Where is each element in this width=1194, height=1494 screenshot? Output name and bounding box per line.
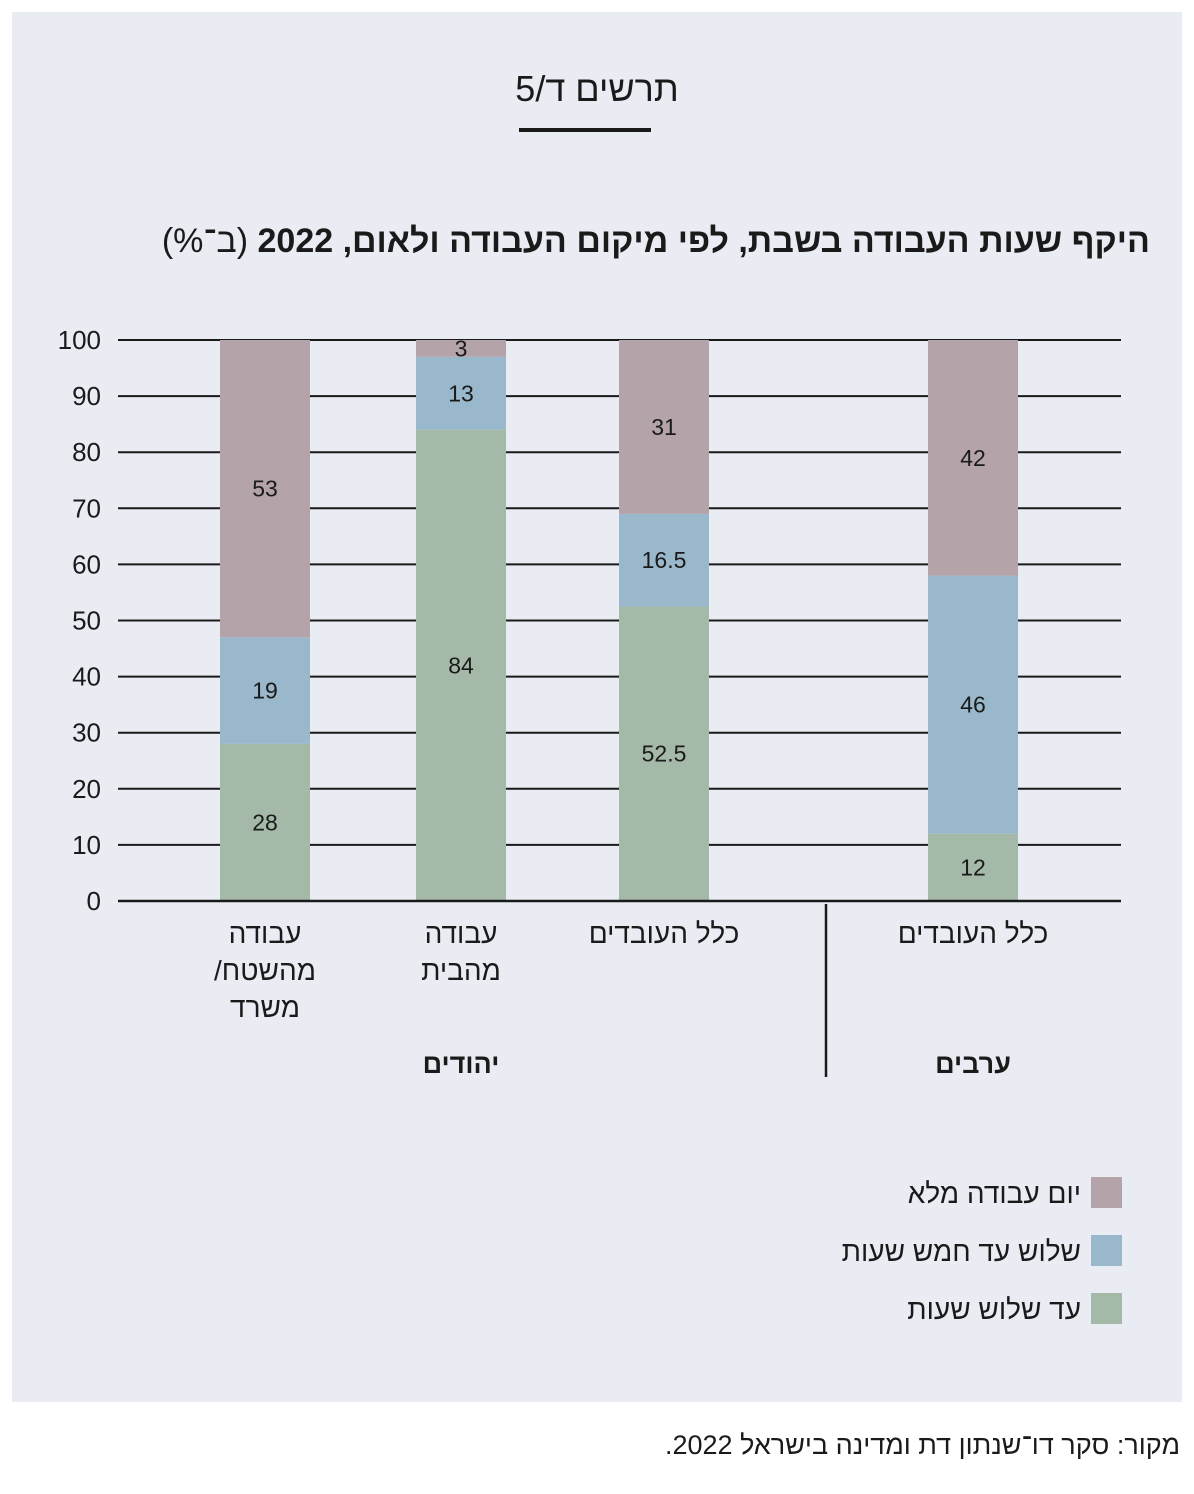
y-tick-label: 0 xyxy=(87,886,101,916)
data-label: 52.5 xyxy=(642,741,687,767)
data-label: 42 xyxy=(960,445,986,471)
x-category-label: משרד xyxy=(230,992,300,1023)
x-category-label: כלל העובדים xyxy=(589,918,740,949)
y-tick-label: 20 xyxy=(72,774,101,804)
group-label: יהודים xyxy=(423,1049,500,1079)
legend-label: יום עבודה מלא xyxy=(908,1178,1081,1209)
bar-segment xyxy=(619,340,709,514)
data-label: 46 xyxy=(960,692,986,718)
data-label: 13 xyxy=(448,380,474,406)
y-tick-label: 80 xyxy=(72,437,101,467)
legend-swatch xyxy=(1091,1235,1122,1266)
group-label: ערבים xyxy=(935,1049,1011,1079)
chart-title-text: היקף שעות העבודה בשבת, לפי מיקום העבודה … xyxy=(257,222,1151,260)
bar-segment xyxy=(220,637,310,744)
chart-title: היקף שעות העבודה בשבת, לפי מיקום העבודה … xyxy=(162,222,1150,261)
x-category-label: מהשטח/ xyxy=(214,955,316,986)
bar-segment xyxy=(220,743,310,901)
data-label: 3 xyxy=(455,335,468,361)
bar-segment xyxy=(928,833,1018,901)
bar-segment xyxy=(416,429,506,901)
data-label: 53 xyxy=(252,476,278,502)
x-category-label: כלל העובדים xyxy=(898,918,1049,949)
y-tick-label: 10 xyxy=(72,830,101,860)
legend-swatch xyxy=(1091,1177,1122,1208)
x-category-label: עבודה xyxy=(425,918,498,949)
y-tick-label: 40 xyxy=(72,662,101,692)
y-tick-label: 70 xyxy=(72,493,101,523)
bar-segment xyxy=(928,575,1018,834)
figure-label: תרשים ד/5 xyxy=(515,68,679,109)
legend-swatch xyxy=(1091,1293,1122,1324)
x-category-label: עבודה xyxy=(229,918,302,949)
figure-label-underline xyxy=(519,128,651,132)
data-label: 28 xyxy=(252,809,278,835)
bar-segment xyxy=(928,340,1018,576)
bar-segment xyxy=(416,340,506,357)
source-note: מקור: סקר דו־שנתון דת ומדינה בישראל 2022… xyxy=(664,1430,1180,1460)
chart-title-unit: (ב־%) xyxy=(161,222,249,260)
y-tick-label: 60 xyxy=(72,549,101,579)
bar-segment xyxy=(416,356,506,430)
bar-segment xyxy=(619,606,709,901)
legend-label: עד שלוש שעות xyxy=(907,1294,1081,1325)
y-tick-label: 30 xyxy=(72,718,101,748)
bar-segment xyxy=(220,340,310,638)
y-tick-label: 100 xyxy=(58,325,101,355)
bar-segment xyxy=(619,513,709,607)
data-label: 12 xyxy=(960,854,986,880)
data-label: 84 xyxy=(448,652,474,678)
y-tick-label: 50 xyxy=(72,606,101,636)
x-category-label: מהבית xyxy=(421,955,501,986)
y-tick-label: 90 xyxy=(72,381,101,411)
legend-label: שלוש עד חמש שעות xyxy=(842,1236,1081,1267)
data-label: 16.5 xyxy=(642,547,687,573)
data-label: 19 xyxy=(252,678,278,704)
data-label: 31 xyxy=(651,414,677,440)
